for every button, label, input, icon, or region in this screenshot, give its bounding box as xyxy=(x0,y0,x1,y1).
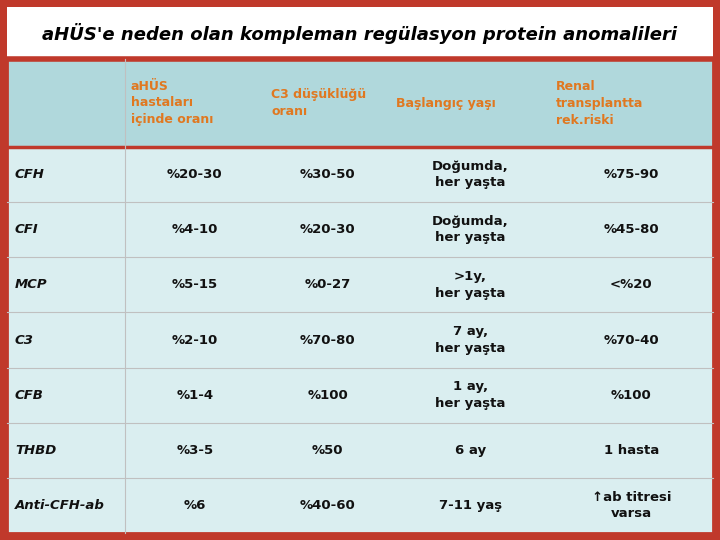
Text: 1 ay,
her yaşta: 1 ay, her yaşta xyxy=(435,380,505,410)
Text: %1-4: %1-4 xyxy=(176,389,213,402)
Text: %40-60: %40-60 xyxy=(300,499,356,512)
Text: <%20: <%20 xyxy=(610,278,653,292)
Text: CFI: CFI xyxy=(15,223,39,236)
Text: 1 hasta: 1 hasta xyxy=(604,444,659,457)
Text: Doğumda,
her yaşta: Doğumda, her yaşta xyxy=(432,215,508,245)
Text: 7 ay,
her yaşta: 7 ay, her yaşta xyxy=(435,325,505,355)
Bar xyxy=(7,368,713,423)
Bar xyxy=(7,423,713,478)
Text: %70-80: %70-80 xyxy=(300,334,356,347)
Text: Doğumda,
her yaşta: Doğumda, her yaşta xyxy=(432,160,508,190)
Text: %2-10: %2-10 xyxy=(172,334,218,347)
Bar xyxy=(7,202,713,257)
Text: C3 düşüklüğü
oranı: C3 düşüklüğü oranı xyxy=(271,88,366,118)
Bar xyxy=(7,257,713,313)
Text: %100: %100 xyxy=(307,389,348,402)
Text: C3: C3 xyxy=(15,334,34,347)
Text: Başlangıç yaşı: Başlangıç yaşı xyxy=(397,97,496,110)
Bar xyxy=(7,478,713,533)
Bar xyxy=(7,59,713,147)
Text: aHÜS'e neden olan kompleman regülasyon protein anomalileri: aHÜS'e neden olan kompleman regülasyon p… xyxy=(42,23,678,44)
Text: CFB: CFB xyxy=(15,389,44,402)
Text: 6 ay: 6 ay xyxy=(454,444,485,457)
Text: THBD: THBD xyxy=(15,444,56,457)
Text: %45-80: %45-80 xyxy=(603,223,660,236)
Text: aHÜS
hastaları
içinde oranı: aHÜS hastaları içinde oranı xyxy=(130,79,213,126)
Text: MCP: MCP xyxy=(15,278,48,292)
Text: %75-90: %75-90 xyxy=(603,168,659,181)
Text: %4-10: %4-10 xyxy=(171,223,218,236)
Text: %20-30: %20-30 xyxy=(167,168,222,181)
Bar xyxy=(7,59,713,533)
Text: %20-30: %20-30 xyxy=(300,223,356,236)
Text: CFH: CFH xyxy=(15,168,45,181)
Text: 7-11 yaş: 7-11 yaş xyxy=(438,499,502,512)
Bar xyxy=(7,147,713,202)
Text: >1y,
her yaşta: >1y, her yaşta xyxy=(435,270,505,300)
Text: Renal
transplantta
rek.riski: Renal transplantta rek.riski xyxy=(556,79,643,126)
Text: Anti-CFH-ab: Anti-CFH-ab xyxy=(15,499,105,512)
Text: %6: %6 xyxy=(184,499,206,512)
Text: %50: %50 xyxy=(312,444,343,457)
Text: ↑ab titresi
varsa: ↑ab titresi varsa xyxy=(592,491,671,520)
Text: %5-15: %5-15 xyxy=(172,278,218,292)
Text: %100: %100 xyxy=(611,389,652,402)
Text: %0-27: %0-27 xyxy=(305,278,351,292)
Text: %3-5: %3-5 xyxy=(176,444,213,457)
Bar xyxy=(7,313,713,368)
Text: %70-40: %70-40 xyxy=(603,334,660,347)
Text: %30-50: %30-50 xyxy=(300,168,356,181)
